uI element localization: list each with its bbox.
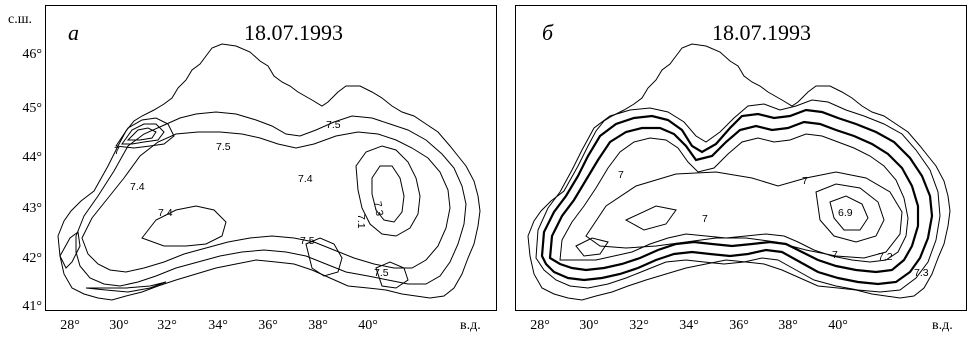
isoline-label: 7.4 bbox=[298, 173, 313, 185]
isoline-label: 7 bbox=[114, 145, 120, 157]
isoline-label: 6.9 bbox=[838, 207, 853, 219]
isoline-label: 7.3 bbox=[914, 267, 929, 279]
isoline-label: 7.5 bbox=[216, 141, 231, 153]
panel-letter-b: б bbox=[542, 20, 554, 45]
lon-tick-34-b: 34° bbox=[679, 318, 699, 333]
lat-tick-41: 41° bbox=[22, 299, 42, 314]
lon-tick-30-b: 30° bbox=[579, 318, 599, 333]
isoline-label: 7.5 bbox=[300, 235, 315, 247]
isoline-label: 7.4 bbox=[130, 181, 145, 193]
isoline-label: 7 bbox=[702, 213, 708, 225]
map-a-svg: 7.5 7.5 7.4 7.4 7.4 7.1 7.3 7.5 7.5 7 bbox=[57, 43, 481, 301]
panel-letter-a: а bbox=[68, 20, 79, 45]
lon-tick-36-a: 36° bbox=[258, 318, 278, 333]
isoline-label: 7 bbox=[802, 175, 808, 187]
map-panel-a: 7.5 7.5 7.4 7.4 7.4 7.1 7.3 7.5 7.5 7 а … bbox=[45, 5, 497, 311]
longitude-unit-label-a: в.д. bbox=[460, 318, 481, 333]
lon-tick-30-a: 30° bbox=[109, 318, 129, 333]
isoline-label: 7 bbox=[832, 249, 838, 261]
lon-tick-36-b: 36° bbox=[729, 318, 749, 333]
lon-tick-40-a: 40° bbox=[358, 318, 378, 333]
lon-tick-34-a: 34° bbox=[208, 318, 228, 333]
lat-tick-46: 46° bbox=[22, 47, 42, 62]
isoline-label: 7.5 bbox=[326, 119, 341, 131]
lat-tick-45: 45° bbox=[22, 101, 42, 116]
lat-tick-42: 42° bbox=[22, 251, 42, 266]
longitude-unit-label-b: в.д. bbox=[932, 318, 953, 333]
coastline bbox=[527, 43, 951, 301]
map-b-svg: 7 7 7 6.9 7 7.2 7.3 bbox=[527, 43, 951, 301]
latitude-unit-label: с.ш. bbox=[8, 12, 32, 27]
coastline bbox=[57, 43, 481, 301]
map-panel-b: 7 7 7 6.9 7 7.2 7.3 б 18.07.1993 bbox=[515, 5, 967, 311]
isoline-label: 7.3 bbox=[371, 200, 385, 217]
isoline-label: 7 bbox=[618, 169, 624, 181]
lon-tick-38-a: 38° bbox=[308, 318, 328, 333]
lon-tick-28-a: 28° bbox=[60, 318, 80, 333]
lon-tick-28-b: 28° bbox=[530, 318, 550, 333]
panel-date-b: 18.07.1993 bbox=[712, 20, 811, 45]
isoline-label: 7.4 bbox=[158, 207, 173, 219]
panel-date-a: 18.07.1993 bbox=[244, 20, 343, 45]
isoline-label: 7.5 bbox=[374, 267, 389, 279]
lon-tick-40-b: 40° bbox=[828, 318, 848, 333]
isoline-label: 7.2 bbox=[878, 251, 893, 263]
isoline-label: 7.1 bbox=[355, 214, 367, 229]
lon-tick-32-a: 32° bbox=[157, 318, 177, 333]
lat-tick-44: 44° bbox=[22, 150, 42, 165]
lon-tick-32-b: 32° bbox=[629, 318, 649, 333]
lon-tick-38-b: 38° bbox=[778, 318, 798, 333]
lat-tick-43: 43° bbox=[22, 201, 42, 216]
